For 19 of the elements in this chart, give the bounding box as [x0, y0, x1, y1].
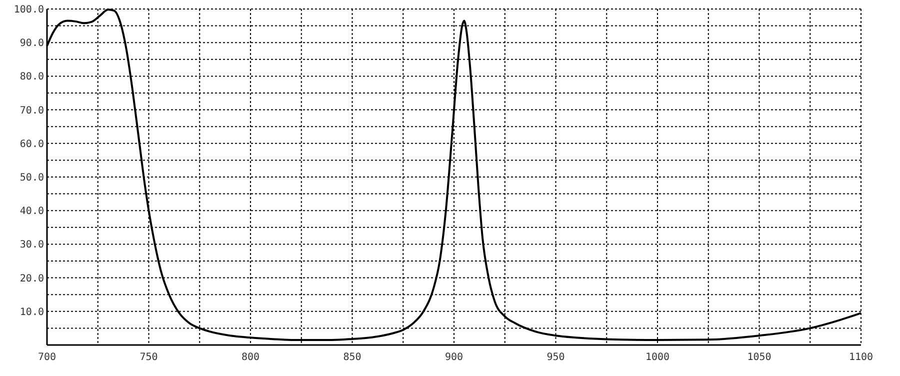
- x-tick-label: 800: [241, 352, 260, 363]
- y-tick-label: 90.0: [20, 38, 44, 50]
- x-tick-label: 1050: [747, 352, 772, 363]
- x-tick-label: 1100: [848, 352, 874, 363]
- x-tick-label: 950: [546, 352, 565, 363]
- y-tick-label: 40.0: [20, 206, 44, 218]
- y-tick-label: 30.0: [20, 240, 44, 251]
- x-tick-label: 850: [343, 352, 362, 363]
- y-tick-label: 10.0: [20, 306, 44, 318]
- x-tick-label: 1000: [645, 352, 670, 363]
- y-tick-label: 50.0: [20, 172, 44, 184]
- y-tick-label: 80.0: [20, 72, 44, 83]
- y-tick-label: 60.0: [20, 138, 44, 150]
- x-tick-label: 750: [140, 352, 158, 363]
- y-tick-label: 100.0: [14, 4, 44, 16]
- y-tick-label: 20.0: [20, 273, 44, 284]
- x-tick-label: 900: [444, 352, 464, 363]
- y-tick-label: 70.0: [20, 105, 44, 116]
- x-tick-label: 700: [38, 352, 56, 363]
